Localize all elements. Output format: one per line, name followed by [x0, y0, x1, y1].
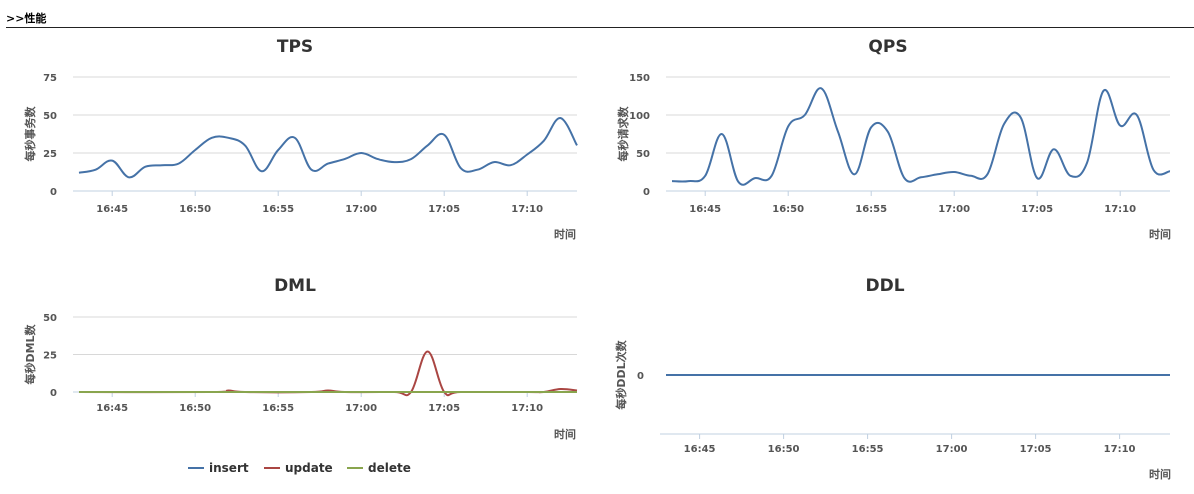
x-tick-label: 17:10 [1104, 444, 1136, 455]
y-axis-title: 每秒事务数 [23, 106, 37, 162]
y-tick-label: 50 [636, 149, 650, 160]
x-tick-label: 16:45 [689, 204, 721, 215]
chart-title: TPS [277, 37, 313, 57]
x-tick-label: 17:00 [938, 204, 970, 215]
legend-label-update[interactable]: update [285, 461, 333, 475]
y-axis-title: 每秒DDL次数 [614, 339, 628, 409]
section-header: >>性能 [6, 0, 1194, 28]
legend-label-insert[interactable]: insert [209, 461, 249, 475]
y-tick-label: 100 [629, 111, 650, 122]
x-tick-label: 16:45 [96, 403, 128, 414]
y-tick-label: 75 [43, 73, 57, 84]
chart-title: DDL [865, 276, 904, 296]
x-tick-label: 16:55 [852, 444, 884, 455]
y-tick-label: 50 [43, 313, 57, 324]
x-axis-title: 时间 [1149, 227, 1171, 241]
x-tick-label: 17:05 [1020, 444, 1052, 455]
section-title: >>性能 [6, 12, 47, 25]
x-tick-label: 17:10 [511, 204, 543, 215]
x-tick-label: 16:50 [179, 403, 211, 414]
x-tick-label: 17:00 [936, 444, 968, 455]
x-tick-label: 16:55 [262, 403, 294, 414]
series-line-value [78, 117, 578, 179]
y-tick-label: 50 [43, 111, 57, 122]
x-tick-label: 16:55 [262, 204, 294, 215]
dml-chart: DML 0 25 50 16:45 16:50 16:55 17:00 17:05 17:10 时间… [23, 276, 578, 475]
chart-title: QPS [868, 37, 907, 57]
x-axis-title: 时间 [554, 227, 576, 241]
y-tick-label: 25 [43, 149, 57, 160]
series-line-value [671, 87, 1171, 186]
x-tick-label: 17:10 [511, 403, 543, 414]
x-tick-label: 17:00 [345, 204, 377, 215]
x-tick-label: 16:45 [684, 444, 716, 455]
x-tick-label: 17:00 [345, 403, 377, 414]
legend-label-delete[interactable]: delete [368, 461, 411, 475]
x-tick-label: 16:50 [768, 444, 800, 455]
y-tick-label: 25 [43, 351, 57, 362]
x-axis-title: 时间 [554, 427, 576, 441]
y-tick-label: 0 [50, 187, 57, 198]
x-tick-label: 17:10 [1104, 204, 1136, 215]
series-line-update [78, 350, 578, 397]
y-tick-label: 150 [629, 73, 650, 84]
y-tick-label: 0 [50, 388, 57, 399]
y-axis-title: 每秒请求数 [616, 106, 630, 162]
y-tick-label: 0 [637, 371, 644, 382]
x-tick-label: 17:05 [428, 403, 460, 414]
x-tick-label: 16:55 [855, 204, 887, 215]
x-axis-title: 时间 [1149, 467, 1171, 481]
x-tick-label: 17:05 [428, 204, 460, 215]
y-axis-title: 每秒DML数 [23, 323, 37, 384]
x-tick-label: 16:45 [96, 204, 128, 215]
x-tick-label: 16:50 [772, 204, 804, 215]
ddl-chart: DDL 0 16:45 16:50 16:55 17:00 17:05 17:10 时间 每秒DD… [614, 276, 1171, 481]
qps-chart: QPS 0 50 100 150 16:45 16:50 16:55 17:00 17:05 17:… [616, 37, 1171, 241]
y-tick-label: 0 [643, 187, 650, 198]
x-tick-label: 17:05 [1021, 204, 1053, 215]
tps-chart: TPS 0 25 50 75 16:45 16:50 16:55 17:00 17:05 17:10… [23, 37, 578, 241]
x-tick-label: 16:50 [179, 204, 211, 215]
chart-title: DML [274, 276, 316, 296]
